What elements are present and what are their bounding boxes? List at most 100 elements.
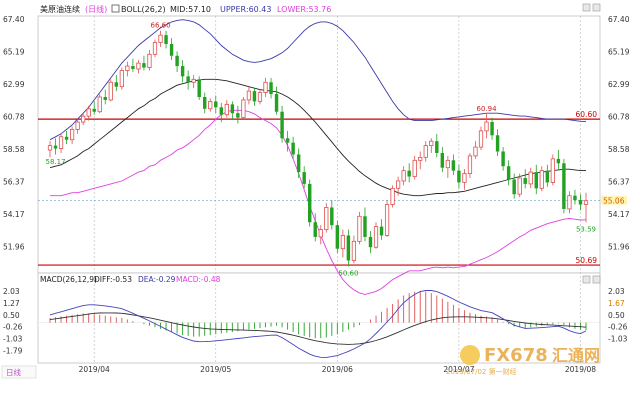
candle-body: [75, 121, 80, 130]
price-tick-right: 60.78: [608, 112, 630, 121]
candle-body: [550, 158, 555, 183]
candle-body: [562, 163, 566, 209]
period-button[interactable]: [1, 365, 37, 379]
price-tick-left: 60.78: [3, 112, 25, 121]
date-tick-label: 2019/05: [200, 365, 231, 374]
candle-body: [423, 145, 428, 158]
macd-tick-left: 1.27: [3, 299, 20, 308]
candle-body: [379, 226, 384, 236]
checkbox-icon[interactable]: [111, 4, 120, 13]
candle-body: [208, 101, 213, 110]
candle-body: [131, 66, 135, 70]
date-tick-label: 2019/06: [322, 365, 353, 374]
macd-panel-frame: [37, 272, 601, 364]
lower-value: LOWER:53.76: [277, 5, 331, 14]
macd-tick-left: -1.79: [3, 346, 23, 355]
candle-body: [539, 170, 544, 189]
candle-body: [573, 195, 577, 201]
date-tick-label: 2019/07: [443, 365, 474, 374]
boll-bands: [49, 19, 587, 295]
price-tick-left: 51.96: [3, 242, 25, 251]
price-tick-right: 67.40: [608, 15, 630, 24]
candle-body: [462, 173, 467, 183]
candle-body: [291, 142, 295, 155]
macd-zoom-out-icon[interactable]: [592, 275, 601, 284]
candle-body: [186, 76, 190, 83]
macd-tick-left: -0.26: [3, 323, 23, 332]
candle-body: [473, 146, 478, 157]
candle-body: [330, 207, 334, 226]
upper-value: UPPER:60.43: [220, 5, 271, 14]
macd-zoom-in-icon[interactable]: [582, 275, 591, 284]
current-price-label: 55.06: [603, 197, 625, 206]
candle-body: [81, 115, 86, 123]
candle-body: [252, 91, 257, 102]
candle-body: [445, 159, 450, 169]
candle-body: [495, 135, 500, 152]
candle-body: [108, 81, 113, 101]
level-label: 50.69: [576, 256, 598, 265]
candle-body: [528, 171, 533, 185]
price-tick-right: 54.17: [608, 210, 630, 219]
candle-body: [246, 90, 252, 101]
candle-body: [307, 183, 312, 223]
candle-body: [64, 136, 69, 140]
zoom-out-icon[interactable]: [592, 3, 601, 12]
candle-body: [203, 97, 207, 109]
price-tick-left: 62.99: [3, 80, 25, 89]
candle-body: [324, 207, 329, 230]
candle-body: [158, 34, 163, 43]
candle-body: [556, 158, 561, 164]
macd-tick-left: -1.03: [3, 335, 23, 344]
price-annotation: 50.60: [338, 269, 358, 277]
candle-body: [357, 215, 362, 242]
date-tick-label: 2019/08: [565, 365, 596, 374]
candle-body: [545, 170, 550, 183]
candles: [47, 30, 589, 267]
candle-body: [125, 65, 130, 71]
candle-body: [274, 94, 279, 112]
candle-body: [53, 145, 58, 149]
candle-body: [390, 187, 395, 205]
date-tick-label: 2019/04: [79, 365, 110, 374]
candle-body: [313, 222, 317, 237]
zoom-in-icon[interactable]: [582, 3, 591, 12]
macd-plot: 2.03 1.27 0.50 -0.26 -1.03 -1.79 2.03 1.67 0.50 -…: [3, 287, 628, 358]
period-button-label: 日线: [6, 367, 21, 377]
candle-body: [578, 200, 583, 205]
candle-body: [169, 43, 174, 56]
horizontal-lines: 60.60 50.69 55.06: [38, 110, 627, 266]
candle-body: [142, 63, 146, 68]
candle-body: [257, 92, 263, 102]
candle-body: [506, 166, 511, 180]
candle-body: [285, 138, 290, 143]
watermark-cn: 汇通网: [552, 346, 600, 365]
price-annotation: 53.59: [576, 225, 596, 233]
grid: [93, 16, 581, 363]
price-tick-left: 54.17: [3, 210, 25, 219]
candle-body: [302, 172, 306, 184]
price-annotation: 66.60: [150, 22, 170, 30]
candle-body: [175, 55, 179, 67]
brand-logo-icon: [460, 345, 480, 365]
price-annotation: 58.17: [46, 158, 66, 166]
candle-body: [490, 122, 494, 136]
candle-body: [346, 235, 351, 261]
candle-body: [412, 159, 417, 177]
candle-body: [523, 178, 527, 184]
candle-body: [567, 195, 572, 210]
macd-tick-right: 1.67: [608, 299, 625, 308]
macd-legend: MACD(26,12,9) DIFF:-0.53 DEA:-0.29 MACD:…: [40, 275, 221, 284]
candle-body: [92, 108, 96, 112]
price-annotation: 60.94: [477, 105, 498, 113]
date-axis: 2019/04 2019/05 2019/06 2019/07 2019/08: [79, 365, 597, 374]
candle-body: [478, 130, 484, 148]
candle-body: [219, 107, 224, 115]
macd-value: MACD:-0.48: [176, 275, 221, 284]
candle-body: [136, 62, 141, 70]
candle-body: [103, 97, 107, 100]
candle-body: [296, 154, 301, 173]
candle-body: [351, 240, 357, 261]
watermark-brand: FX678: [484, 345, 548, 366]
